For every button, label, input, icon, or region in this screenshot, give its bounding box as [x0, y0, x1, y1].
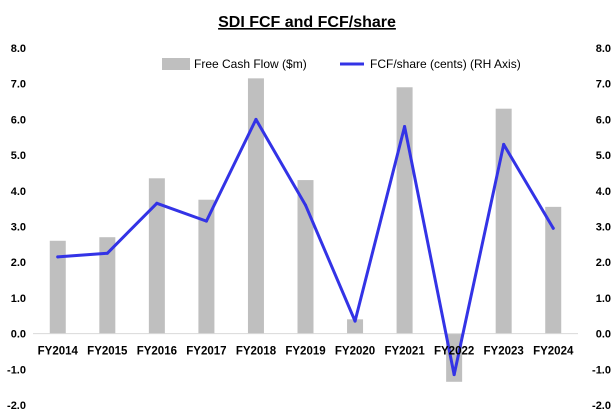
- bar-fy2019: [297, 180, 314, 334]
- right-tick-label: 0.0: [596, 329, 611, 341]
- legend-line-label: FCF/share (cents) (RH Axis): [370, 57, 521, 71]
- left-tick-label: -1.0: [7, 364, 26, 376]
- left-tick-label: 4.0: [11, 186, 26, 198]
- legend-bar-label: Free Cash Flow ($m): [194, 57, 307, 71]
- line-point-fy2023: [502, 142, 506, 146]
- left-y-axis: -2.0 -1.0 0.0 1.0 2.0 3.0 4.0 5.0 6.0 7.0 8.0: [7, 43, 26, 410]
- line-point-fy2020: [353, 319, 357, 323]
- left-tick-label: 0.0: [11, 329, 26, 341]
- bar-fy2018: [247, 78, 264, 334]
- right-y-axis: -2.0 -1.0 0.0 1.0 2.0 3.0 4.0 5.0 6.0 7.0 8.0: [592, 43, 611, 410]
- bar-fy2014: [49, 240, 66, 334]
- right-tick-label: 4.0: [596, 186, 611, 198]
- line-point-fy2016: [155, 201, 159, 205]
- left-tick-label: -2.0: [7, 400, 26, 410]
- bar-fy2022: [446, 333, 463, 382]
- right-tick-label: 7.0: [596, 79, 611, 91]
- bar-fy2016: [148, 178, 165, 334]
- line-point-fy2019: [304, 203, 307, 207]
- category-label: FY2017: [186, 346, 226, 358]
- line-point-fy2024: [551, 226, 555, 230]
- right-tick-label: 8.0: [596, 43, 611, 55]
- chart-title: SDI FCF and FCF/share: [218, 14, 396, 31]
- left-tick-label: 2.0: [11, 257, 26, 269]
- right-tick-label: 2.0: [596, 257, 611, 269]
- line-point-fy2017: [204, 219, 208, 223]
- right-tick-label: 5.0: [596, 150, 611, 162]
- legend-bar-swatch: [162, 58, 190, 70]
- category-label: FY2016: [137, 346, 177, 358]
- category-label: FY2019: [285, 346, 325, 358]
- category-label: FY2014: [38, 346, 79, 358]
- left-tick-label: 7.0: [11, 79, 26, 91]
- bar-fy2024: [545, 206, 562, 334]
- line-series: [56, 117, 555, 377]
- right-tick-label: 3.0: [596, 222, 611, 234]
- legend: Free Cash Flow ($m) FCF/share (cents) (R…: [162, 57, 521, 71]
- left-tick-label: 8.0: [11, 43, 26, 55]
- category-label: FY2023: [484, 346, 524, 358]
- line-point-fy2022: [452, 373, 456, 377]
- line-point-fy2014: [56, 255, 60, 259]
- bar-fy2017: [198, 199, 215, 334]
- right-tick-label: 1.0: [596, 293, 611, 305]
- line-point-fy2018: [254, 117, 258, 121]
- category-label: FY2021: [384, 346, 425, 358]
- bar-fy2023: [495, 108, 512, 334]
- category-label: FY2022: [434, 346, 474, 358]
- left-tick-label: 5.0: [11, 150, 26, 162]
- category-label: FY2024: [533, 346, 574, 358]
- bar-fy2020: [347, 319, 364, 334]
- line-point-fy2021: [403, 125, 407, 129]
- right-tick-label: -2.0: [592, 400, 611, 410]
- left-tick-label: 1.0: [11, 293, 26, 305]
- line-point-fy2015: [105, 251, 109, 255]
- category-label: FY2020: [335, 346, 375, 358]
- left-tick-label: 3.0: [11, 222, 26, 234]
- category-label: FY2015: [87, 346, 128, 358]
- bar-fy2015: [99, 237, 116, 334]
- right-tick-label: -1.0: [592, 364, 611, 376]
- bar-fy2021: [396, 87, 413, 334]
- left-tick-label: 6.0: [11, 114, 26, 126]
- category-axis: FY2014 FY2015 FY2016 FY2017 FY2018 FY2019 FY20…: [38, 346, 574, 358]
- right-tick-label: 6.0: [596, 114, 611, 126]
- category-label: FY2018: [236, 346, 277, 358]
